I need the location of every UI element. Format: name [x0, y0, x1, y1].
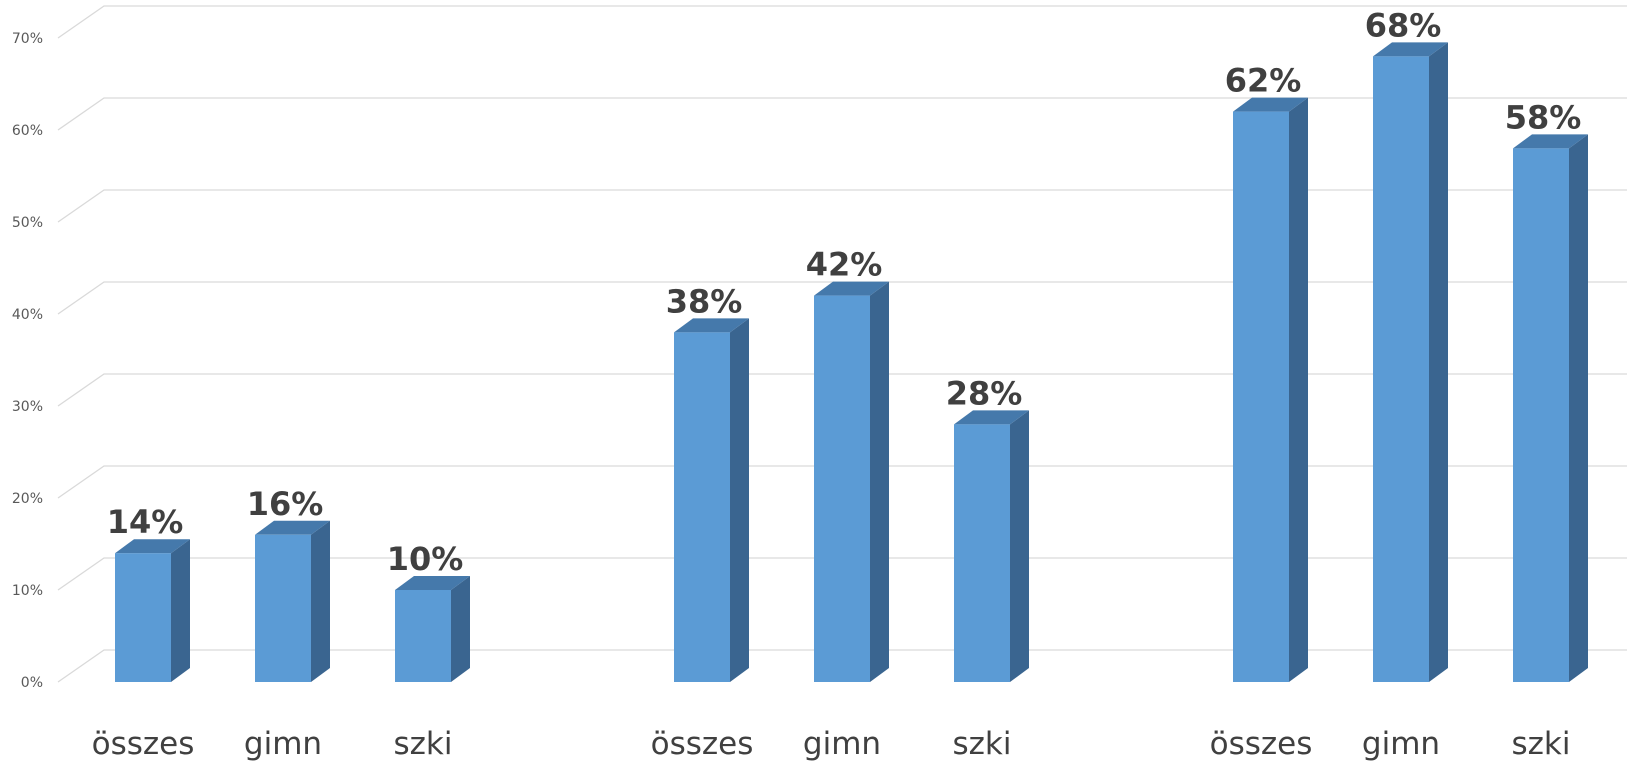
category-label: gimn	[1362, 726, 1440, 761]
bar-front	[814, 295, 870, 682]
bar-side	[451, 576, 470, 682]
y-tick-label: 70%	[12, 31, 43, 47]
bar-top	[395, 576, 470, 590]
grid	[57, 5, 1627, 683]
bar-front	[115, 553, 171, 682]
bar-front	[255, 534, 311, 682]
category-label: gimn	[244, 726, 322, 761]
bar	[1513, 134, 1588, 682]
bar	[255, 520, 330, 682]
gridline	[57, 5, 1627, 39]
bar-side	[730, 318, 749, 682]
category-label: gimn	[803, 726, 881, 761]
bar-front	[395, 590, 451, 682]
y-tick-label: 50%	[12, 215, 43, 231]
bar-top	[814, 281, 889, 296]
bar-top	[255, 520, 330, 535]
data-label: 10%	[387, 540, 464, 578]
category-labels: összes gimn szki összes gimn szki összes gimn sz…	[92, 726, 1571, 761]
bar-top	[1513, 134, 1588, 149]
bar	[954, 410, 1029, 682]
bar-side	[1569, 134, 1588, 682]
data-label: 68%	[1365, 6, 1442, 44]
data-label: 28%	[946, 374, 1023, 412]
bar-front	[954, 424, 1010, 682]
gridline	[57, 465, 1627, 499]
bar-side	[171, 539, 190, 682]
category-label: szki	[1512, 726, 1571, 761]
data-label: 14%	[107, 503, 184, 541]
bar	[1233, 97, 1308, 683]
data-label: 58%	[1505, 98, 1582, 136]
bar	[1373, 42, 1448, 682]
data-label: 62%	[1225, 62, 1302, 100]
category-label: összes	[651, 726, 754, 761]
category-label: összes	[92, 726, 195, 761]
bar-top	[1373, 42, 1448, 57]
gridline	[57, 189, 1627, 223]
y-tick-label: 30%	[12, 399, 43, 415]
bar-side	[1429, 42, 1448, 682]
gridline	[57, 281, 1627, 315]
y-tick-label: 40%	[12, 307, 43, 323]
bar-top	[1233, 97, 1308, 112]
bar-top	[115, 539, 190, 554]
data-label: 38%	[666, 282, 743, 320]
bar-side	[870, 281, 889, 682]
y-tick-label: 10%	[12, 583, 43, 599]
bar-side	[1289, 97, 1308, 683]
category-label: szki	[953, 726, 1012, 761]
bar-side	[311, 520, 330, 682]
bar	[814, 281, 889, 682]
y-axis-ticks: 0% 10% 20% 30% 40% 50% 60% 70%	[12, 31, 43, 691]
bar-front	[1373, 56, 1429, 682]
bar-side	[1010, 410, 1029, 682]
gridline	[57, 373, 1627, 407]
gridline	[57, 557, 1627, 591]
category-label: összes	[1210, 726, 1313, 761]
data-label: 42%	[806, 246, 883, 284]
bar	[115, 539, 190, 682]
bar-front	[1513, 148, 1569, 682]
bar-front	[674, 332, 730, 682]
y-tick-label: 20%	[12, 491, 43, 507]
data-labels: 14% 16% 10% 38% 42% 28% 62% 68% 58%	[107, 6, 1582, 578]
bar	[674, 318, 749, 682]
category-label: szki	[394, 726, 453, 761]
gridline	[57, 649, 1627, 683]
data-label: 16%	[247, 485, 324, 523]
bar-top	[674, 318, 749, 333]
y-tick-label: 60%	[12, 123, 43, 139]
gridline	[57, 97, 1627, 131]
bars	[115, 42, 1588, 683]
bar-front	[1233, 111, 1289, 683]
y-tick-label: 0%	[21, 675, 43, 691]
bar	[395, 576, 470, 682]
bar-top	[954, 410, 1029, 425]
